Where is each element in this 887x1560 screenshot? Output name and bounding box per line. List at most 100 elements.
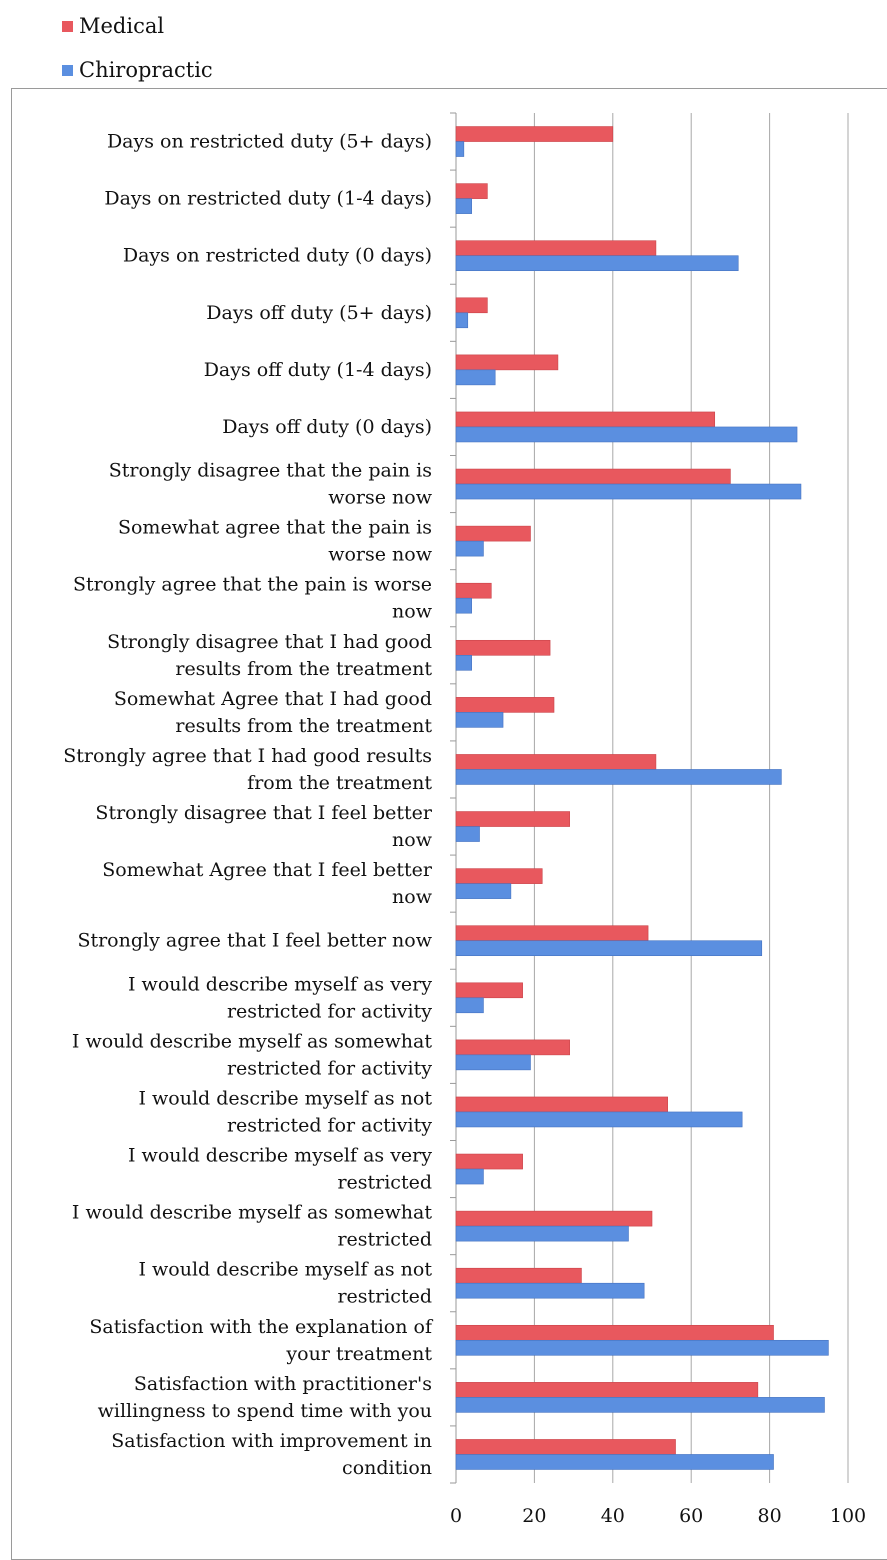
bar-medical-5 [455,411,716,428]
bar-medical-0 [455,126,614,142]
bar-medical-19 [455,1210,653,1227]
category-label: I would describe myself as somewhat [72,1030,432,1052]
category-label: Strongly agree that I feel better now [77,930,432,952]
bar-chiropractic-23 [455,1454,774,1470]
bar-medical-4 [455,354,559,371]
bar-medical-23 [455,1439,676,1455]
bar-medical-7 [455,525,531,542]
bar-medical-22 [455,1382,759,1398]
category-labels: Days on restricted duty (5+ days) Days on… [63,131,434,1479]
bar-medical-2 [455,240,657,257]
bar-chiropractic-8 [455,597,472,614]
bar-medical-11 [455,754,657,770]
x-tick-label: 0 [450,1505,462,1527]
category-label: Somewhat agree that the pain is [118,517,432,539]
bar-medical-14 [455,925,649,942]
category-label: Strongly disagree that I had good [107,631,432,653]
x-tick-label: 20 [522,1505,546,1527]
bar-medical-13 [455,868,543,884]
category-label: from the treatment [247,772,432,794]
bar-medical-3 [455,297,488,314]
x-tick-label: 60 [679,1505,703,1527]
category-label: worse now [328,544,432,566]
category-label: Days off duty (1-4 days) [204,359,432,381]
category-label: I would describe myself as very [128,973,432,995]
bar-chiropractic-13 [455,883,512,899]
category-label: now [392,886,433,908]
category-label: Somewhat Agree that I feel better [102,859,433,881]
bar-chiropractic-3 [455,312,469,329]
legend-label-chiropractic: Chiropractic [79,58,213,82]
x-tick-label: 100 [830,1505,866,1527]
category-label: restricted for activity [227,1114,432,1136]
x-tick-label: 80 [758,1505,782,1527]
bar-medical-17 [455,1096,668,1113]
bar-chiropractic-0 [455,141,465,157]
bar-chiropractic-21 [455,1339,829,1356]
bar-chiropractic-2 [455,255,739,272]
bar-chiropractic-7 [455,540,484,557]
category-label: Days on restricted duty (1-4 days) [104,188,432,210]
category-label: restricted for activity [227,1000,432,1022]
legend-swatch-chiropractic [62,64,73,76]
category-label: Satisfaction with improvement in [111,1430,432,1452]
bar-chiropractic-9 [455,654,472,671]
bar-chiropractic-5 [455,426,798,443]
bars [455,126,829,1470]
category-label: restricted [337,1229,432,1251]
bar-medical-12 [455,811,570,827]
category-label: I would describe myself as very [128,1145,432,1167]
category-label: results from the treatment [175,715,432,737]
bar-chiropractic-22 [455,1397,825,1413]
legend-swatch-medical [62,20,73,32]
bar-chiropractic-17 [455,1111,743,1128]
category-label: Satisfaction with the explanation of [89,1316,434,1338]
category-label: Satisfaction with practitioner's [134,1373,432,1395]
bar-chiropractic-19 [455,1225,629,1242]
category-label: Days on restricted duty (5+ days) [107,131,432,153]
bar-chiropractic-16 [455,1054,531,1071]
category-label: I would describe myself as somewhat [72,1202,432,1224]
bar-medical-8 [455,582,492,599]
x-tick-labels: 0 20 40 60 80 100 [450,1505,866,1527]
bar-medical-9 [455,639,551,656]
bar-chiropractic-10 [455,712,504,728]
legend-item-medical: Medical [62,4,213,48]
category-label: Strongly disagree that I feel better [95,802,432,824]
bar-chiropractic-12 [455,826,480,842]
bar-chiropractic-14 [455,940,763,957]
bar-medical-10 [455,697,555,713]
category-label: restricted for activity [227,1057,432,1079]
category-label: restricted [337,1172,432,1194]
x-tick-label: 40 [601,1505,625,1527]
category-label: willingness to spend time with you [98,1400,432,1422]
bar-chiropractic-4 [455,369,496,386]
bar-chiropractic-6 [455,483,802,500]
category-label: worse now [328,487,432,509]
category-label: restricted [337,1286,432,1308]
category-label: results from the treatment [175,658,432,680]
legend-label-medical: Medical [79,14,165,38]
bar-medical-18 [455,1153,523,1170]
bar-chiropractic-15 [455,997,484,1014]
bar-medical-1 [455,183,488,199]
gridlines [450,112,849,1484]
bar-medical-15 [455,982,523,999]
category-label: condition [342,1457,432,1479]
category-label: Days off duty (0 days) [222,416,432,438]
category-label: Days off duty (5+ days) [206,302,432,324]
category-label: I would describe myself as not [139,1259,433,1281]
bar-chiropractic-1 [455,198,472,214]
category-label: your treatment [285,1343,432,1365]
chart-legend: Medical Chiropractic [62,4,213,92]
bar-medical-21 [455,1324,774,1341]
bar-medical-20 [455,1267,582,1284]
category-label: I would describe myself as not [139,1087,433,1109]
legend-item-chiropractic: Chiropractic [62,48,213,92]
bar-chiropractic-18 [455,1168,484,1185]
category-label: now [392,829,433,851]
bar-medical-6 [455,468,731,485]
category-label: Days on restricted duty (0 days) [123,245,432,267]
bar-chiropractic-11 [455,769,782,785]
bar-chiropractic-20 [455,1282,645,1299]
